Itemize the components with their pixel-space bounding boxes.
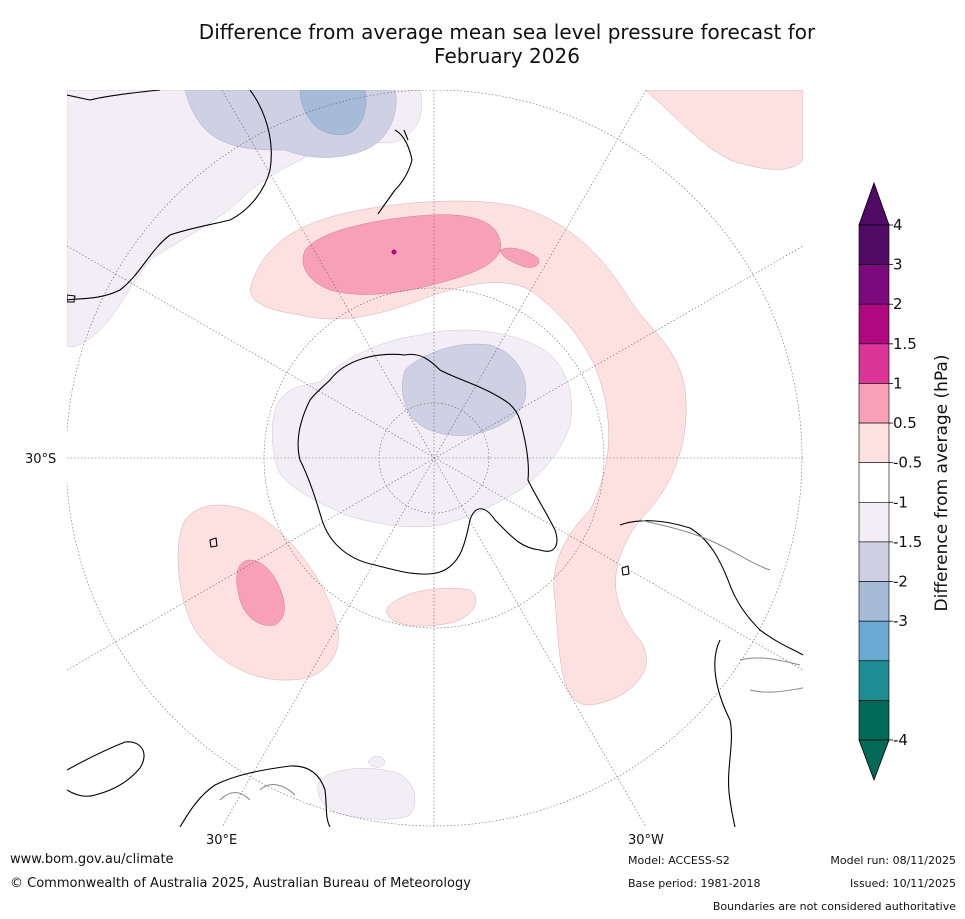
colorbar-tick-label: -1 bbox=[893, 493, 908, 511]
anomaly-positive-band-australia bbox=[249, 200, 687, 706]
colorbar-segment bbox=[858, 383, 890, 424]
border-south-america bbox=[639, 519, 803, 693]
coastline-new-zealand bbox=[377, 129, 413, 215]
anomaly-negative-mid-antarctica bbox=[402, 343, 527, 436]
colorbar-segment bbox=[858, 660, 890, 701]
colorbar-tick-label: 2 bbox=[893, 295, 903, 313]
coastline-africa bbox=[67, 741, 331, 827]
coastline-south-america bbox=[619, 520, 803, 827]
title-line-1: Difference from average mean sea level p… bbox=[198, 20, 816, 44]
disclaimer-text: Boundaries are not considered authoritat… bbox=[712, 900, 956, 913]
colorbar-tick-label: -4 bbox=[893, 731, 908, 749]
lon-label-30e: 30°E bbox=[206, 833, 238, 848]
colorbar-tick-label: 4 bbox=[893, 216, 903, 234]
colorbar-segment bbox=[858, 620, 890, 662]
colorbar-segment bbox=[858, 581, 890, 622]
coastline-island-1 bbox=[209, 537, 218, 548]
colorbar-tick-label: -2 bbox=[893, 573, 908, 591]
anomaly-negative-dark-australia bbox=[299, 90, 367, 135]
chart-title: Difference from average mean sea level p… bbox=[0, 20, 965, 68]
colorbar: 4 3 2 1.5 1 0.5 -0.5 -1 -1.5 -2 -3 -4 Difference fro… bbox=[858, 181, 952, 782]
colorbar-tick-label: -3 bbox=[893, 612, 908, 630]
colorbar-segment bbox=[858, 462, 890, 503]
borders bbox=[219, 519, 803, 801]
coastline-antarctica bbox=[297, 353, 558, 575]
coastline-island-2 bbox=[621, 565, 630, 576]
issued-text: Issued: 10/11/2025 bbox=[849, 877, 956, 890]
lat-label-30s: 30°S bbox=[25, 452, 57, 467]
colorbar-segment bbox=[858, 700, 890, 741]
border-africa bbox=[219, 784, 296, 801]
website-link[interactable]: www.bom.gov.au/climate bbox=[10, 852, 174, 867]
anomaly-positive-core-australia bbox=[302, 214, 501, 295]
anomaly-positive-top-right bbox=[644, 90, 803, 170]
base-period-text: Base period: 1981-2018 bbox=[628, 877, 761, 890]
coastline-australia bbox=[67, 90, 272, 301]
anomaly-positive-small-patch bbox=[386, 587, 477, 627]
model-text: Model: ACCESS-S2 bbox=[628, 854, 730, 867]
colorbar-tick-label: -1.5 bbox=[893, 533, 922, 551]
graticule bbox=[67, 90, 803, 827]
colorbar-segment bbox=[858, 343, 890, 384]
colorbar-segment bbox=[858, 224, 890, 265]
colorbar-segment bbox=[858, 264, 890, 305]
colorbar-tick-label: 3 bbox=[893, 256, 903, 274]
colorbar-segment bbox=[858, 422, 890, 463]
map-area bbox=[67, 90, 803, 827]
colorbar-segment bbox=[858, 502, 890, 543]
coastlines bbox=[67, 90, 803, 827]
colorbar-tick-label: 1.5 bbox=[893, 335, 917, 353]
anomaly-negative-bottom bbox=[317, 768, 416, 820]
anomaly-positive-core-small bbox=[499, 247, 540, 268]
model-run-text: Model run: 08/11/2025 bbox=[830, 854, 956, 867]
copyright-text: © Commonwealth of Australia 2025, Austra… bbox=[10, 876, 471, 891]
colorbar-tick-label: -0.5 bbox=[893, 454, 922, 472]
lon-label-30w: 30°W bbox=[628, 833, 664, 848]
colorbar-label: Difference from average (hPa) bbox=[932, 355, 952, 612]
anomaly-spot-magenta bbox=[391, 249, 397, 255]
anomaly-negative-bottom-small bbox=[367, 755, 386, 768]
colorbar-tick-label: 0.5 bbox=[893, 414, 917, 432]
colorbar-segment bbox=[858, 303, 890, 345]
colorbar-arrow-top bbox=[858, 181, 890, 226]
colorbar-segment bbox=[858, 541, 890, 582]
colorbar-arrow-bottom bbox=[858, 739, 890, 782]
anomaly-positive-core-africa bbox=[236, 559, 285, 626]
colorbar-tick-label: 1 bbox=[893, 374, 903, 392]
coastline-island-3 bbox=[67, 294, 76, 303]
anomaly-negative-light-australia bbox=[67, 90, 422, 348]
title-line-2: February 2026 bbox=[434, 44, 580, 68]
